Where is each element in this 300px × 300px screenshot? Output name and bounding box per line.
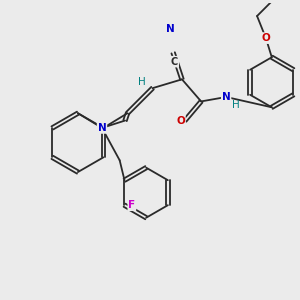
Text: H: H (232, 100, 239, 110)
Text: N: N (222, 92, 230, 102)
Text: C: C (171, 57, 178, 67)
Text: O: O (262, 33, 270, 43)
Text: N: N (166, 24, 175, 34)
Text: F: F (128, 200, 135, 210)
Text: H: H (138, 77, 146, 87)
Text: O: O (176, 116, 185, 126)
Text: N: N (98, 123, 106, 133)
